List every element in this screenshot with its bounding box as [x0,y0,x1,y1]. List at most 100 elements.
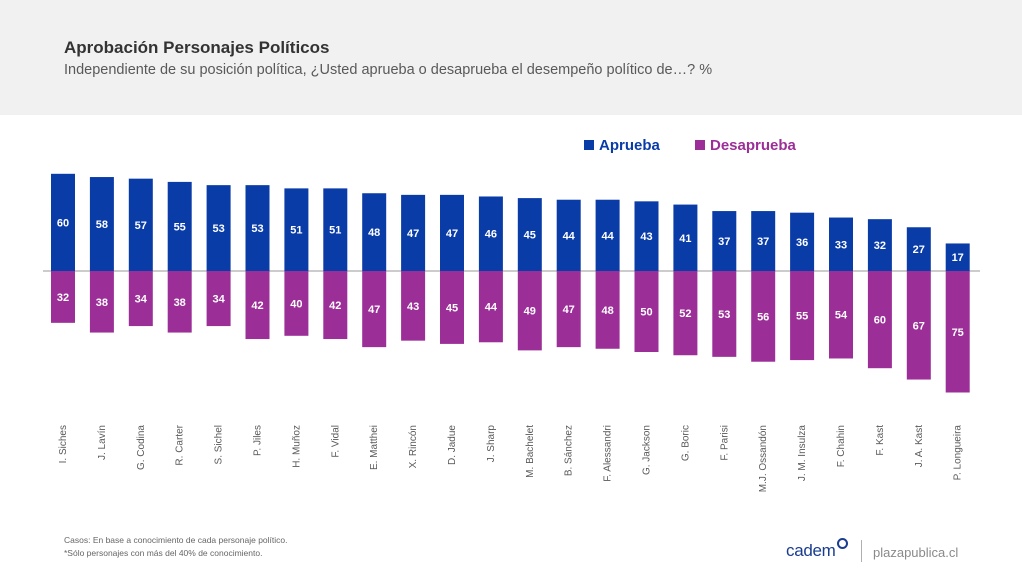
bar-aprueba [556,199,581,271]
bar-aprueba [945,243,970,271]
category-label: F. Parisi [719,425,730,461]
data-label-desaprueba: 67 [913,320,925,332]
bar-aprueba [906,227,931,271]
bar-aprueba [401,194,426,271]
category-label: P. Longueira [953,425,964,481]
data-label-aprueba: 41 [679,233,691,245]
legend-label-desaprueba: Desaprueba [710,137,797,154]
data-label-desaprueba: 60 [874,315,886,327]
category-label: S. Sichel [214,425,225,464]
bar-desaprueba [51,271,75,323]
bar-aprueba [595,199,620,271]
category-label: B. Sánchez [564,425,575,476]
bar-aprueba [867,219,892,271]
category-label: G. Jackson [642,425,653,475]
legend-swatch-aprueba [584,140,594,150]
bar-aprueba [89,177,114,271]
category-label: D. Jadue [447,425,458,465]
category-label: P. Jiles [253,425,264,456]
category-label: M.J. Ossandón [758,425,769,492]
data-label-desaprueba: 52 [679,308,691,320]
site-link: plazapublica.cl [873,545,959,560]
chart-subtitle: Independiente de su posición política, ¿… [64,62,713,78]
cadem-logo-text: cadem [786,541,836,560]
bar-aprueba [362,193,387,271]
cadem-logo-mark-icon [836,538,848,549]
bar-aprueba [284,188,309,271]
category-label: I. Siches [58,425,69,463]
category-label: G. Boric [680,425,691,461]
bar-aprueba [206,185,231,271]
category-label: F. Chahin [836,425,847,467]
data-label-desaprueba: 42 [251,300,263,312]
category-label: J. M. Insulza [797,425,808,482]
data-label-desaprueba: 32 [57,292,69,304]
bar-aprueba [440,194,464,271]
bar-desaprueba [167,271,192,333]
bar-desaprueba [790,271,815,361]
bar-desaprueba [556,271,581,348]
category-label: J. A. Kast [914,425,925,467]
data-label-aprueba: 32 [874,240,886,252]
data-label-aprueba: 44 [563,230,576,242]
data-label-aprueba: 17 [952,252,964,264]
bar-aprueba [790,212,815,271]
data-label-aprueba: 53 [251,223,263,235]
category-label: F. Alessandri [603,425,614,482]
data-label-aprueba: 36 [796,237,808,249]
bar-desaprueba [440,271,464,344]
bar-aprueba [829,217,853,271]
data-label-aprueba: 51 [329,225,341,237]
data-label-desaprueba: 47 [368,304,380,316]
category-label: F. Kast [875,425,886,456]
bar-desaprueba [128,271,153,327]
bar-aprueba [634,201,659,271]
data-label-aprueba: 44 [601,230,614,242]
bar-desaprueba [595,271,620,349]
bar-aprueba [712,211,737,271]
data-label-desaprueba: 48 [601,305,613,317]
bar-desaprueba [362,271,387,348]
legend-swatch-desaprueba [695,140,705,150]
bar-aprueba [128,178,153,271]
data-label-desaprueba: 49 [524,306,536,318]
data-label-desaprueba: 38 [174,297,186,309]
data-label-desaprueba: 44 [485,302,498,314]
bar-desaprueba [323,271,348,340]
bar-aprueba [323,188,348,271]
data-label-desaprueba: 42 [329,300,341,312]
category-label: X. Rincón [408,425,419,468]
data-label-desaprueba: 34 [135,294,148,306]
bar-desaprueba [517,271,542,351]
bar-aprueba [751,211,776,271]
footer-divider [861,540,862,562]
data-label-aprueba: 27 [913,244,925,256]
footnote-cases: Casos: En base a conocimiento de cada pe… [64,535,288,545]
category-label: E. Matthei [369,425,380,470]
bar-aprueba [51,173,75,271]
data-label-aprueba: 51 [290,225,302,237]
legend-label-aprueba: Aprueba [599,137,661,154]
bar-desaprueba [751,271,776,362]
bar-aprueba [245,185,270,271]
bar-desaprueba [401,271,426,341]
data-label-desaprueba: 43 [407,301,419,313]
data-label-aprueba: 43 [640,231,652,243]
category-label: J. Lavín [97,425,108,460]
data-label-desaprueba: 50 [640,307,652,319]
bar-desaprueba [829,271,853,359]
category-label: F. Vidal [330,425,341,458]
data-label-aprueba: 48 [368,227,380,239]
bar-desaprueba [673,271,698,356]
category-label: H. Muñoz [291,425,302,468]
data-label-desaprueba: 40 [290,298,302,310]
bar-desaprueba [284,271,309,336]
data-label-aprueba: 33 [835,239,847,251]
chart-title: Aprobación Personajes Políticos [64,38,330,57]
bar-desaprueba [634,271,659,352]
data-label-desaprueba: 56 [757,311,769,323]
bar-desaprueba [712,271,737,357]
bar-desaprueba [89,271,114,333]
bar-desaprueba [245,271,270,340]
data-label-desaprueba: 53 [718,309,730,321]
